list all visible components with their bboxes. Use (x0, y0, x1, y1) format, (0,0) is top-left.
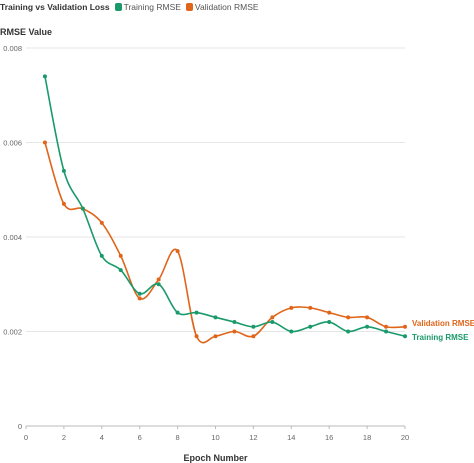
validation-rmse-point (346, 315, 351, 320)
chart-title: Training vs Validation Loss (0, 2, 110, 12)
validation-rmse-point (270, 315, 275, 320)
training-rmse-point (213, 315, 218, 320)
validation-rmse-point (308, 305, 313, 310)
validation-rmse-point (403, 324, 407, 329)
validation-rmse-point (156, 277, 161, 282)
x-tick-label: 6 (138, 433, 142, 442)
x-tick-label: 0 (24, 433, 28, 442)
training-rmse-point (270, 320, 275, 325)
legend-item-training[interactable]: Training RMSE (114, 2, 181, 12)
training-rmse-line (44, 76, 406, 338)
legend-label-validation: Validation RMSE (194, 2, 259, 12)
training-rmse-point (289, 329, 294, 334)
x-tick-label: 18 (363, 433, 371, 442)
x-tick-label: 2 (62, 433, 66, 442)
x-tick-label: 14 (287, 433, 295, 442)
y-tick-label: 0 (18, 422, 22, 431)
x-tick-label: 8 (176, 433, 180, 442)
x-axis-title: Epoch Number (183, 453, 248, 463)
training-rmse-point (403, 334, 407, 339)
validation-rmse-point (194, 334, 199, 339)
training-rmse-point (327, 320, 332, 325)
validation-rmse-point (42, 140, 47, 145)
y-axis-title: RMSE Value (0, 27, 53, 37)
validation-rmse-point (99, 220, 104, 225)
validation-rmse-point (327, 310, 332, 315)
validation-rmse-point (213, 334, 218, 339)
validation-rmse-point (251, 334, 256, 339)
training-rmse-point (365, 324, 370, 329)
validation-rmse-point (384, 324, 389, 329)
validation-rmse-point (232, 329, 237, 334)
validation-rmse-point (137, 296, 142, 301)
validation-rmse-end-label: Validation RMSE (412, 319, 474, 328)
y-tick-label: 0.004 (3, 233, 22, 242)
training-rmse-end-label: Training RMSE (412, 333, 469, 342)
training-rmse-point (251, 324, 256, 329)
chart-header: Training vs Validation Loss Training RMS… (0, 0, 259, 14)
x-tick-label: 10 (211, 433, 219, 442)
x-tick-label: 12 (249, 433, 257, 442)
training-rmse-point (346, 329, 351, 334)
training-rmse-point (232, 320, 237, 325)
x-tick-label: 16 (325, 433, 333, 442)
validation-rmse-point (175, 249, 180, 254)
x-tick-label: 20 (401, 433, 409, 442)
training-rmse-point (175, 310, 180, 315)
validation-rmse-point (365, 315, 370, 320)
training-rmse-point (308, 324, 313, 329)
x-tick-label: 4 (100, 433, 104, 442)
training-rmse-point (61, 168, 66, 173)
training-rmse-point (137, 291, 142, 296)
validation-rmse-point (289, 305, 294, 310)
training-rmse-point (80, 206, 85, 211)
validation-rmse-line (44, 142, 406, 344)
training-rmse-point (194, 310, 199, 315)
legend-swatch-validation (185, 3, 193, 11)
validation-rmse-point (118, 253, 123, 258)
y-tick-label: 0.008 (3, 44, 22, 53)
y-tick-label: 0.006 (3, 139, 22, 148)
legend-label-training: Training RMSE (123, 2, 181, 12)
training-rmse-point (99, 253, 104, 258)
y-tick-label: 0.002 (3, 328, 22, 337)
training-rmse-point (156, 282, 161, 287)
training-rmse-point (384, 329, 389, 334)
training-rmse-point (42, 74, 47, 79)
legend-swatch-training (114, 3, 122, 11)
validation-rmse-point (61, 201, 66, 206)
legend-item-validation[interactable]: Validation RMSE (185, 2, 259, 12)
training-rmse-point (118, 268, 123, 273)
